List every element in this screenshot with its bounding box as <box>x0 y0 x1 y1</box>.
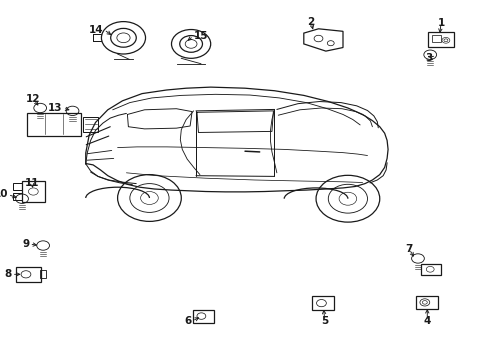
Text: 15: 15 <box>194 31 208 41</box>
Text: 11: 11 <box>24 178 39 188</box>
Text: 12: 12 <box>26 94 41 104</box>
Text: 5: 5 <box>321 316 328 326</box>
Text: 8: 8 <box>4 269 12 279</box>
Text: 10: 10 <box>0 189 8 199</box>
Text: 13: 13 <box>48 103 63 113</box>
Text: 9: 9 <box>22 239 29 249</box>
Text: 7: 7 <box>405 244 413 254</box>
Text: 1: 1 <box>438 18 444 28</box>
Text: 3: 3 <box>425 53 432 63</box>
Text: 6: 6 <box>185 316 192 326</box>
Text: 14: 14 <box>89 24 104 35</box>
Text: 4: 4 <box>423 316 431 326</box>
Text: 2: 2 <box>308 17 315 27</box>
